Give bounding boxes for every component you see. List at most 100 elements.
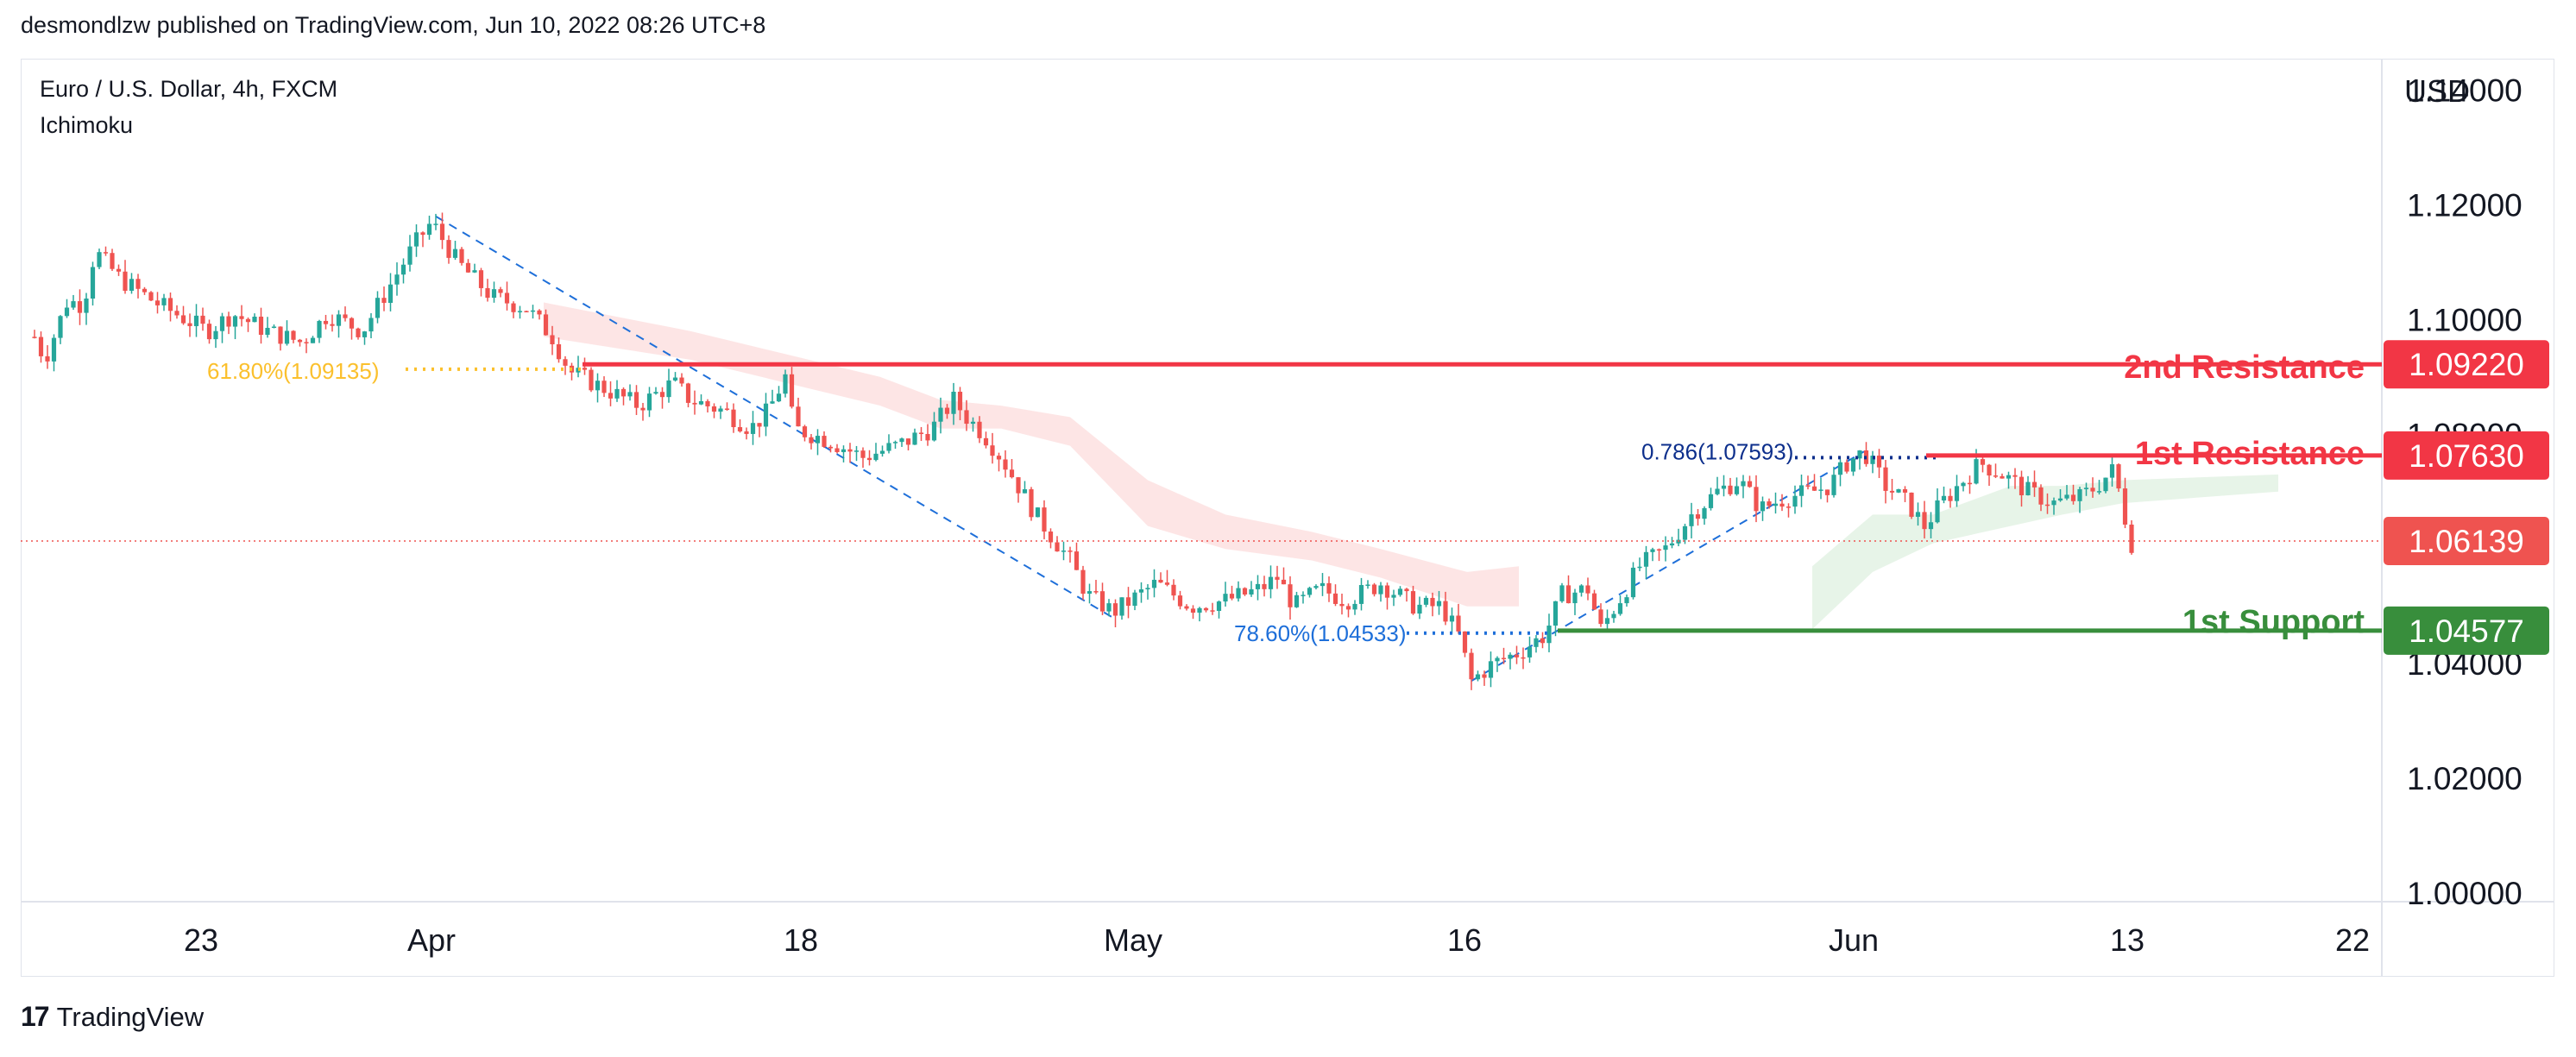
candle-body bbox=[744, 431, 749, 434]
candle-body bbox=[1598, 609, 1603, 625]
candle-body bbox=[142, 288, 148, 293]
candle-body bbox=[110, 253, 115, 269]
candle-body bbox=[750, 423, 756, 434]
candle-body bbox=[1805, 485, 1811, 487]
candle-body bbox=[1708, 494, 1714, 508]
candle-body bbox=[1974, 459, 1979, 484]
candle-body bbox=[1003, 459, 1008, 470]
candle-body bbox=[899, 438, 904, 443]
candle-body bbox=[459, 249, 464, 263]
candle-body bbox=[330, 324, 335, 326]
candle-body bbox=[1883, 467, 1888, 491]
candle-body bbox=[1650, 549, 1655, 552]
tradingview-logo[interactable]: 17 TradingView bbox=[21, 1001, 204, 1033]
candle-body bbox=[1987, 464, 1992, 476]
candle-body bbox=[2122, 488, 2128, 525]
candle-body bbox=[1086, 591, 1093, 595]
candle-body bbox=[1339, 603, 1345, 607]
candle-body bbox=[58, 316, 63, 338]
candle-body bbox=[265, 327, 270, 335]
candle-body bbox=[1604, 618, 1610, 625]
candle-body bbox=[129, 279, 135, 291]
x-tick-label: 16 bbox=[1447, 922, 1482, 958]
candle-body bbox=[938, 407, 943, 422]
candle-body bbox=[1909, 492, 1914, 517]
candle-body bbox=[1371, 584, 1377, 595]
candle-body bbox=[38, 337, 44, 356]
candle-body bbox=[1249, 588, 1254, 595]
candle-body bbox=[1767, 501, 1772, 506]
candle-body bbox=[1319, 582, 1326, 587]
price-tag-support-bg[interactable] bbox=[2384, 606, 2549, 655]
candle-body bbox=[1294, 595, 1300, 607]
candle-body bbox=[1831, 475, 1836, 495]
candle-body bbox=[783, 374, 788, 394]
candle-body bbox=[1611, 613, 1616, 619]
candle-body bbox=[84, 298, 89, 313]
candle-body bbox=[1462, 631, 1468, 653]
candle-body bbox=[2109, 464, 2115, 478]
candle-body bbox=[1792, 495, 1798, 507]
candle-body bbox=[1436, 601, 1442, 607]
level-name-resistance: 1st Resistance bbox=[2135, 436, 2365, 472]
candle-body bbox=[1876, 456, 1882, 468]
candle-body bbox=[627, 392, 633, 397]
candle-body bbox=[1009, 469, 1015, 478]
tradingview-brand: TradingView bbox=[56, 1001, 205, 1032]
candle-body bbox=[1488, 661, 1494, 678]
candle-body bbox=[1540, 638, 1546, 644]
candle-body bbox=[148, 292, 154, 301]
price-tag-resistance-bg[interactable] bbox=[2384, 431, 2549, 480]
candle-body bbox=[1423, 597, 1429, 605]
candle-body bbox=[2025, 481, 2031, 495]
symbol-title[interactable]: Euro / U.S. Dollar, 4h, FXCM bbox=[40, 76, 338, 102]
y-tick-label: 1.00000 bbox=[2407, 876, 2522, 911]
current-price-tag-bg[interactable] bbox=[2384, 517, 2549, 566]
candle-body bbox=[1818, 489, 1823, 491]
price-tag-resistance-bg[interactable] bbox=[2384, 340, 2549, 389]
candle-body bbox=[1850, 458, 1856, 472]
candle-body bbox=[1397, 588, 1403, 595]
candle-body bbox=[1656, 549, 1662, 551]
candle-body bbox=[737, 427, 743, 431]
candle-body bbox=[990, 445, 995, 456]
candle-body bbox=[1288, 584, 1293, 607]
candle-body bbox=[1326, 582, 1332, 594]
candle-body bbox=[343, 314, 348, 318]
fib-label-786: 78.60%(1.04533) bbox=[1234, 620, 1406, 646]
candle-body bbox=[1074, 551, 1080, 570]
candle-body bbox=[1721, 485, 1727, 489]
candle-body bbox=[1534, 638, 1539, 647]
candle-body bbox=[1734, 486, 1740, 494]
candle-body bbox=[239, 316, 244, 319]
candle-body bbox=[362, 331, 368, 337]
candle-body bbox=[724, 408, 730, 410]
y-tick-label: 1.02000 bbox=[2407, 761, 2522, 796]
candle-body bbox=[206, 324, 212, 340]
plot-area[interactable] bbox=[21, 212, 2382, 690]
candle-body bbox=[517, 311, 523, 312]
candle-body bbox=[879, 450, 885, 454]
candle-body bbox=[822, 436, 827, 447]
candle-body bbox=[1617, 603, 1623, 614]
candle-body bbox=[1080, 569, 1086, 595]
candle-body bbox=[433, 223, 438, 225]
candle-body bbox=[1961, 482, 1966, 487]
candle-body bbox=[853, 450, 860, 452]
candle-body bbox=[1352, 603, 1357, 610]
candle-body bbox=[1365, 584, 1370, 586]
candle-body bbox=[226, 316, 231, 327]
candle-body bbox=[1132, 592, 1137, 607]
candle-body bbox=[1508, 654, 1513, 659]
indicator-name[interactable]: Ichimoku bbox=[40, 112, 134, 138]
candle-body bbox=[731, 409, 736, 428]
candle-body bbox=[1967, 482, 1973, 485]
candle-body bbox=[511, 303, 516, 312]
candle-body bbox=[1501, 657, 1507, 660]
currency-label: USD bbox=[2404, 73, 2470, 109]
candle-body bbox=[679, 377, 684, 384]
candle-body bbox=[356, 328, 361, 337]
candle-body bbox=[1747, 481, 1753, 488]
candle-body bbox=[1643, 551, 1649, 567]
